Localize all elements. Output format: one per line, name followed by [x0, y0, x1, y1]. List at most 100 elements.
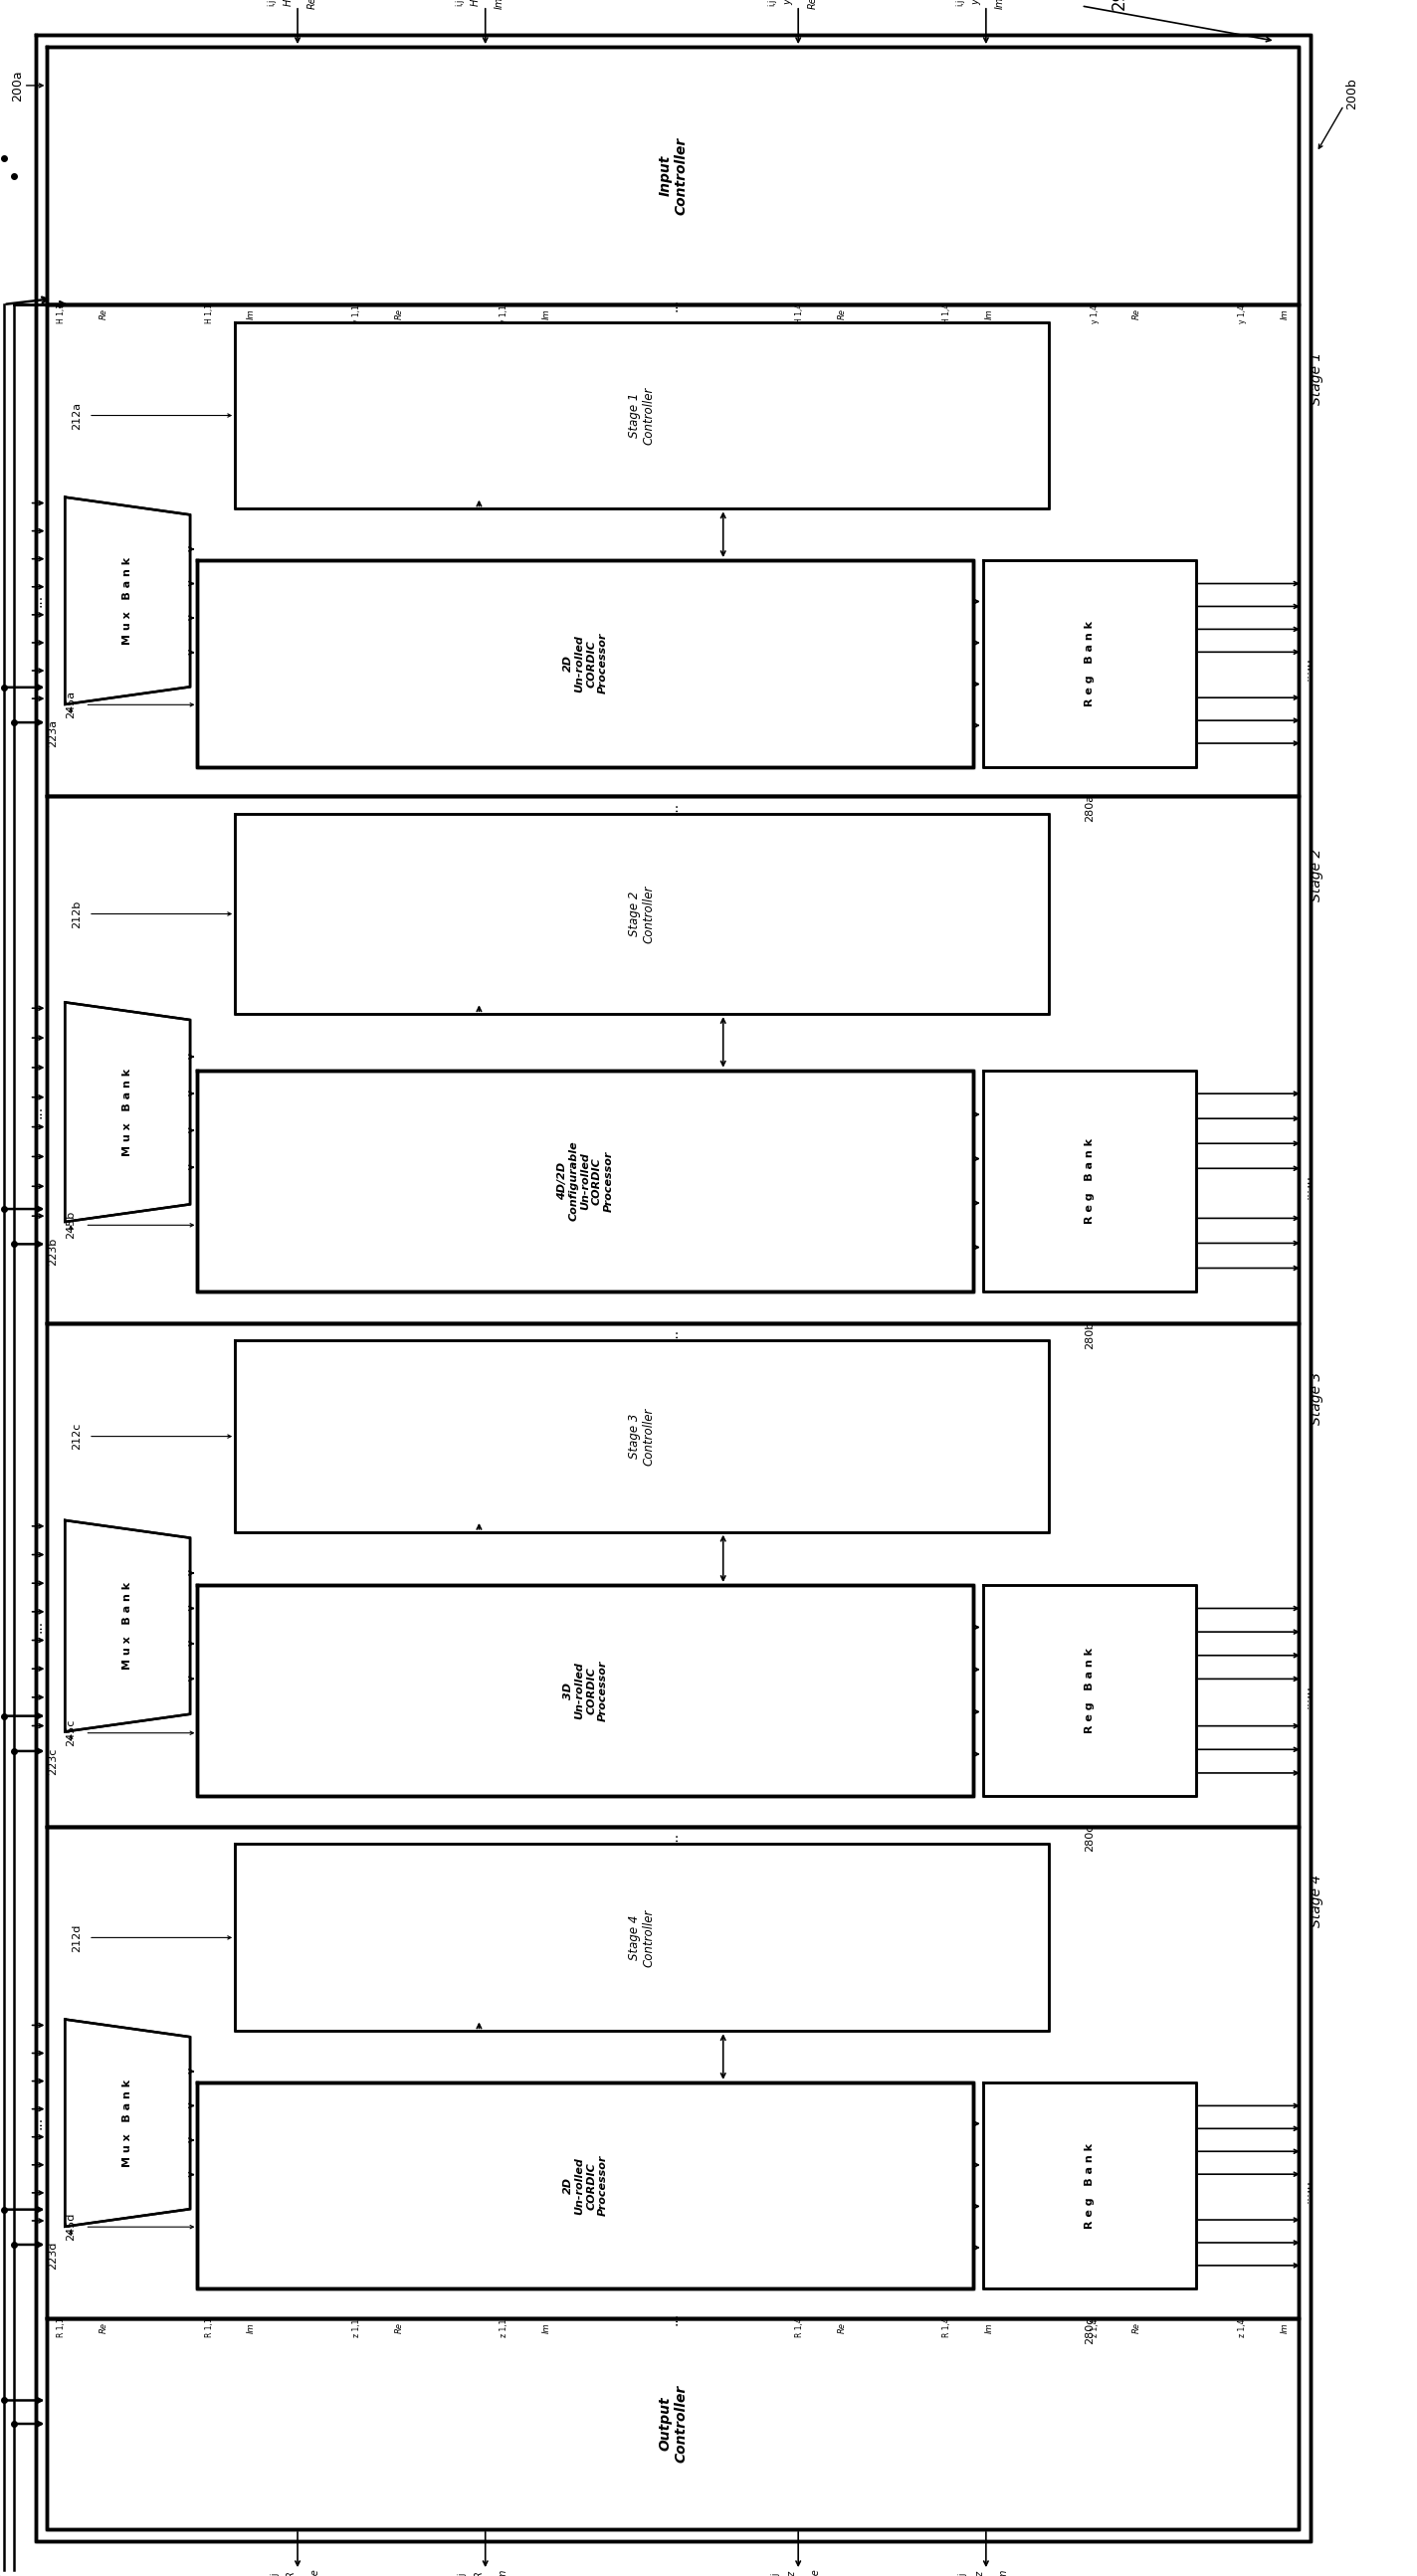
Text: ...: ...: [1298, 1698, 1311, 1708]
Text: Im: Im: [999, 2568, 1009, 2576]
Text: z 1,4: z 1,4: [1238, 2318, 1247, 2336]
Text: Im: Im: [1281, 309, 1289, 319]
Text: Stage 3: Stage 3: [1309, 1373, 1323, 1425]
Text: 245a: 245a: [65, 690, 77, 719]
Text: i,j: i,j: [955, 0, 965, 5]
Polygon shape: [197, 559, 973, 768]
Text: R 1,1: R 1,1: [57, 2318, 65, 2336]
Text: 290: 290: [1111, 0, 1128, 10]
Text: Stage 4: Stage 4: [1309, 1873, 1323, 1927]
Text: Im: Im: [985, 309, 993, 319]
Polygon shape: [235, 322, 1049, 510]
Text: R 1,4: R 1,4: [942, 2318, 951, 2336]
Text: i,j: i,j: [455, 0, 463, 5]
Polygon shape: [47, 46, 1299, 304]
Text: R: R: [286, 2571, 296, 2576]
Text: H 1,1: H 1,1: [57, 304, 65, 325]
Text: ...: ...: [31, 1105, 45, 1118]
Polygon shape: [197, 2081, 973, 2290]
Text: 212a: 212a: [72, 402, 82, 430]
Text: 212d: 212d: [72, 1924, 82, 1953]
Text: 245d: 245d: [65, 2213, 77, 2241]
Text: ...: ...: [666, 1329, 680, 1342]
Text: Im: Im: [543, 309, 551, 319]
Text: Im: Im: [247, 309, 256, 319]
Text: i,j: i,j: [958, 2571, 966, 2576]
Text: Re: Re: [1132, 2324, 1142, 2334]
Text: ...: ...: [1298, 1685, 1312, 1698]
Text: Re: Re: [99, 309, 108, 319]
Text: i,j: i,j: [771, 2571, 779, 2576]
Text: Im: Im: [995, 0, 1005, 8]
Text: ...: ...: [31, 1620, 45, 1633]
Text: Re: Re: [1132, 309, 1142, 319]
Polygon shape: [47, 796, 1299, 1324]
Text: M u x   B a n k: M u x B a n k: [122, 2079, 133, 2166]
Text: ...: ...: [1298, 2179, 1312, 2192]
Text: ...: ...: [1298, 1175, 1312, 1188]
Text: 223d: 223d: [48, 2241, 58, 2269]
Text: H 1,4: H 1,4: [795, 304, 803, 325]
Text: R: R: [475, 2571, 485, 2576]
Polygon shape: [983, 1584, 1196, 1795]
Text: R e g   B a n k: R e g B a n k: [1084, 2143, 1094, 2228]
Polygon shape: [65, 1002, 190, 1221]
Text: 280c: 280c: [1084, 1824, 1094, 1852]
Polygon shape: [47, 2318, 1299, 2530]
Text: 2D
Un-rolled
CORDIC
Processor: 2D Un-rolled CORDIC Processor: [563, 2156, 608, 2215]
Polygon shape: [47, 304, 1299, 796]
Text: Im: Im: [497, 2568, 509, 2576]
Text: Im: Im: [543, 2324, 551, 2334]
Polygon shape: [197, 1069, 973, 1291]
Text: ...: ...: [1298, 670, 1311, 680]
Polygon shape: [65, 1520, 190, 1731]
Text: Stage 2: Stage 2: [1309, 848, 1323, 902]
Text: Output
Controller: Output Controller: [657, 2385, 689, 2463]
Text: 212c: 212c: [72, 1422, 82, 1450]
Text: H: H: [283, 0, 293, 5]
Text: H 1,1: H 1,1: [204, 304, 214, 325]
Text: M u x   B a n k: M u x B a n k: [122, 556, 133, 644]
Text: Stage 4
Controller: Stage 4 Controller: [628, 1909, 656, 1965]
Text: 4D/2D
Configurable
Un-rolled
CORDIC
Processor: 4D/2D Configurable Un-rolled CORDIC Proc…: [557, 1141, 614, 1221]
Text: R 1,1: R 1,1: [204, 2318, 214, 2336]
Polygon shape: [197, 1584, 973, 1795]
Text: ...: ...: [666, 2311, 680, 2326]
Text: M u x   B a n k: M u x B a n k: [122, 1582, 133, 1669]
Text: ...: ...: [31, 2117, 45, 2130]
Polygon shape: [983, 1069, 1196, 1291]
Text: y 1,4: y 1,4: [1238, 304, 1247, 322]
Text: i,j: i,j: [458, 2571, 466, 2576]
Text: R e g   B a n k: R e g B a n k: [1084, 1139, 1094, 1224]
Text: 223b: 223b: [48, 1236, 58, 1265]
Text: 200a: 200a: [11, 70, 24, 100]
Text: Re: Re: [99, 2324, 108, 2334]
Text: y 1,4: y 1,4: [1090, 304, 1100, 322]
Text: 245b: 245b: [65, 1211, 77, 1239]
Text: R 1,4: R 1,4: [795, 2318, 803, 2336]
Text: z: z: [975, 2573, 985, 2576]
Text: y 1,1: y 1,1: [353, 304, 361, 322]
Text: ...: ...: [1298, 2192, 1311, 2202]
Text: ...: ...: [666, 1832, 680, 1844]
Text: Re: Re: [395, 2324, 404, 2334]
Text: H: H: [470, 0, 480, 5]
Polygon shape: [65, 2020, 190, 2226]
Polygon shape: [47, 1324, 1299, 1826]
Polygon shape: [235, 814, 1049, 1015]
Text: Stage 1
Controller: Stage 1 Controller: [628, 386, 656, 446]
Text: H 1,4: H 1,4: [942, 304, 951, 325]
Text: M u x   B a n k: M u x B a n k: [122, 1069, 133, 1157]
Text: R e g   B a n k: R e g B a n k: [1084, 1649, 1094, 1734]
Text: Stage 3
Controller: Stage 3 Controller: [628, 1406, 656, 1466]
Text: 223c: 223c: [48, 1747, 58, 1775]
Text: Im: Im: [985, 2324, 993, 2334]
Text: Im: Im: [1281, 2324, 1289, 2334]
Text: 212b: 212b: [72, 899, 82, 927]
Text: Re: Re: [808, 0, 818, 8]
Polygon shape: [65, 497, 190, 703]
Text: z: z: [788, 2573, 798, 2576]
Polygon shape: [983, 559, 1196, 768]
Text: Re: Re: [837, 2324, 846, 2334]
Text: Stage 2
Controller: Stage 2 Controller: [628, 884, 656, 943]
